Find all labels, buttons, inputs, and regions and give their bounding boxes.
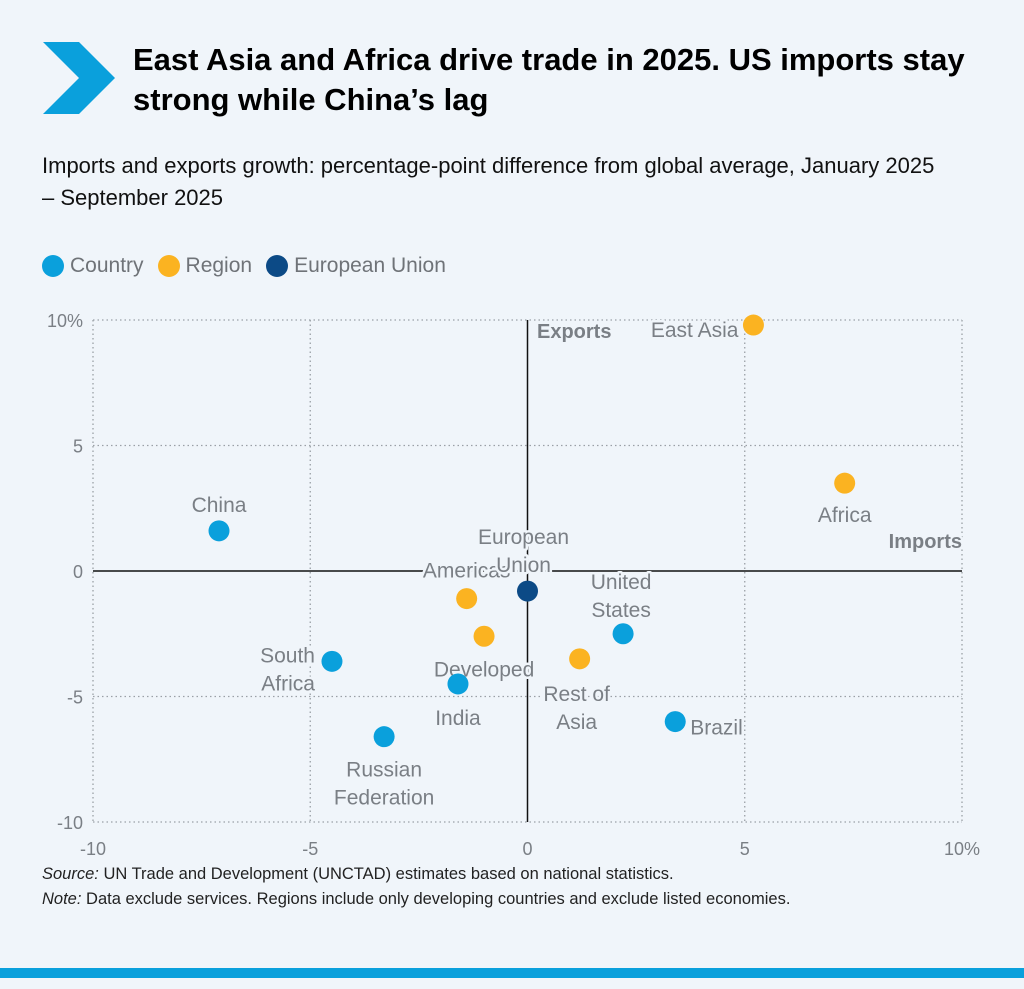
point-label: European: [478, 526, 569, 549]
x-axis-label: Imports: [889, 531, 962, 553]
point-label: China: [192, 494, 247, 517]
y-tick-label: 5: [73, 437, 83, 457]
data-point: [834, 472, 856, 494]
point-label: Union: [496, 554, 551, 577]
legend-item-region: Region: [157, 254, 253, 278]
point-label: Brazil: [690, 717, 743, 740]
data-point: [742, 314, 764, 336]
data-point: [664, 711, 686, 733]
point-label: East Asia: [651, 319, 739, 342]
data-point: [569, 648, 591, 670]
source-label: Source:: [42, 865, 99, 883]
point-label: Rest of: [543, 683, 610, 706]
y-tick-label: 10%: [47, 311, 83, 331]
point-label: Russian: [346, 759, 422, 782]
x-tick-label: 5: [740, 839, 750, 859]
point-label: Asia: [556, 711, 597, 734]
x-tick-label: 0: [522, 839, 532, 859]
legend-swatch: [157, 255, 180, 277]
point-label: United: [591, 571, 652, 594]
legend-item-eu: European Union: [266, 254, 446, 278]
y-tick-label: -10: [57, 813, 83, 833]
note-text: Data exclude services. Regions include o…: [81, 890, 791, 908]
data-point: [447, 673, 469, 695]
legend-item-country: Country: [42, 254, 144, 278]
point-label: Americas: [423, 560, 511, 583]
legend-label: Region: [185, 254, 253, 277]
legend: Country Region European Union: [42, 254, 460, 278]
y-tick-label: -5: [67, 688, 83, 708]
chart-title: East Asia and Africa drive trade in 2025…: [133, 42, 965, 117]
point-label: Developed: [434, 658, 534, 681]
source-note: Source: UN Trade and Development (UNCTAD…: [42, 862, 790, 912]
point-label: Africa: [261, 672, 315, 695]
legend-swatch: [42, 255, 64, 277]
point-label: Federation: [334, 787, 434, 810]
note-label: Note:: [42, 890, 82, 908]
data-point: [473, 625, 495, 647]
chart-subtitle: Imports and exports growth: percentage-p…: [42, 153, 935, 210]
data-point: [517, 580, 538, 602]
y-axis-label: Exports: [537, 321, 611, 343]
point-label: India: [435, 707, 481, 730]
legend-label: European Union: [294, 254, 446, 277]
x-tick-label: -10: [80, 839, 106, 859]
legend-label: Country: [70, 254, 144, 277]
data-point: [321, 650, 343, 672]
bottom-bar: [0, 968, 1024, 978]
data-point: [373, 726, 395, 748]
legend-swatch: [266, 255, 289, 277]
point-label: States: [591, 599, 651, 622]
point-label: South: [260, 644, 315, 667]
x-tick-label: 10%: [944, 839, 980, 859]
point-label: Africa: [818, 504, 872, 527]
data-point: [612, 623, 634, 645]
x-tick-label: -5: [302, 839, 318, 859]
y-tick-label: 0: [73, 562, 83, 582]
data-point: [208, 520, 230, 542]
data-point: [456, 588, 478, 610]
source-text: UN Trade and Development (UNCTAD) estima…: [98, 865, 674, 883]
